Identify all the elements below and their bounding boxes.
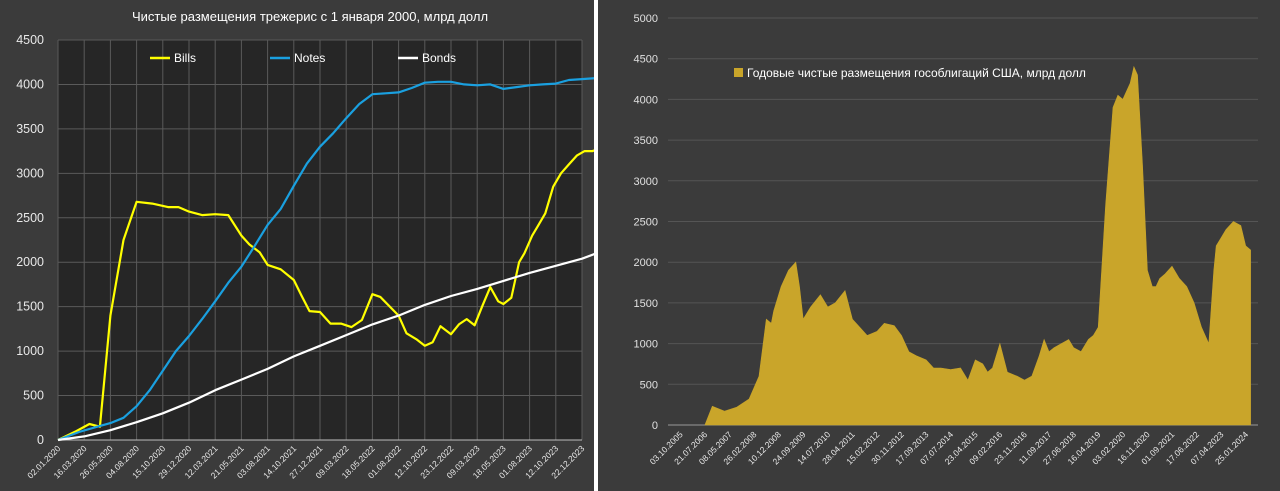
left-chart-title: Чистые размещения трежерис с 1 января 20… — [132, 9, 488, 24]
left-y-tick-label: 2500 — [16, 211, 44, 225]
left-x-axis-ticks: 02.01.202016.03.202026.05.202004.08.2020… — [25, 443, 586, 480]
left-y-tick-label: 4000 — [16, 77, 44, 91]
left-y-tick-label: 500 — [23, 389, 44, 403]
left-series-lines — [57, 77, 594, 442]
left-y-tick-label: 1000 — [16, 344, 44, 358]
left-series-line-bonds — [57, 253, 594, 442]
right-legend-swatch — [734, 68, 743, 77]
right-y-tick-label: 0 — [652, 420, 658, 432]
annual-issuance-area-chart: 0 500 1000 1500 2000 2500 3000 3500 4000 4500 5000… — [634, 13, 1258, 466]
left-legend-label-bills: Bills — [174, 51, 196, 65]
left-y-tick-label: 0 — [37, 433, 44, 447]
right-y-tick-label: 2000 — [634, 257, 658, 269]
right-y-tick-label: 4500 — [634, 54, 658, 66]
right-y-tick-label: 3500 — [634, 135, 658, 147]
left-legend-label-notes: Notes — [294, 51, 325, 65]
left-gridlines — [57, 39, 583, 441]
annual-issuance-area-chart-panel: 0 500 1000 1500 2000 2500 3000 3500 4000 4500 5000… — [598, 0, 1280, 491]
right-y-tick-label: 2500 — [634, 217, 658, 229]
left-legend: Bills Notes Bonds — [150, 51, 456, 65]
right-y-tick-label: 5000 — [634, 13, 658, 25]
right-y-tick-label: 1500 — [634, 298, 658, 310]
right-y-tick-label: 3000 — [634, 176, 658, 188]
left-y-tick-label: 3000 — [16, 166, 44, 180]
right-y-tick-label: 1000 — [634, 339, 658, 351]
right-y-tick-label: 4000 — [634, 94, 658, 106]
left-y-tick-label: 1500 — [16, 300, 44, 314]
left-legend-label-bonds: Bonds — [422, 51, 456, 65]
left-y-tick-label: 3500 — [16, 122, 44, 136]
right-x-axis-ticks: 03.10.200521.07.200608.05.200726.02.2008… — [648, 429, 1251, 466]
right-series-area-fill — [704, 65, 1251, 426]
left-series-line-notes — [57, 77, 594, 442]
left-series-line-bills — [57, 149, 594, 441]
right-y-axis-ticks: 0 500 1000 1500 2000 2500 3000 3500 4000 4500 5000 — [634, 13, 658, 432]
net-issuance-line-chart-panel: Чистые размещения трежерис с 1 января 20… — [0, 0, 594, 491]
left-y-tick-label: 2000 — [16, 255, 44, 269]
net-issuance-line-chart: Чистые размещения трежерис с 1 января 20… — [16, 9, 594, 480]
right-series-area — [704, 65, 1251, 426]
left-y-tick-label: 4500 — [16, 33, 44, 47]
right-legend: Годовые чистые размещения гособлигаций С… — [734, 66, 1086, 80]
right-y-tick-label: 500 — [640, 379, 658, 391]
right-legend-label: Годовые чистые размещения гособлигаций С… — [747, 66, 1086, 80]
left-y-axis-ticks: 0 500 1000 1500 2000 2500 3000 3500 4000 4500 — [16, 33, 44, 447]
